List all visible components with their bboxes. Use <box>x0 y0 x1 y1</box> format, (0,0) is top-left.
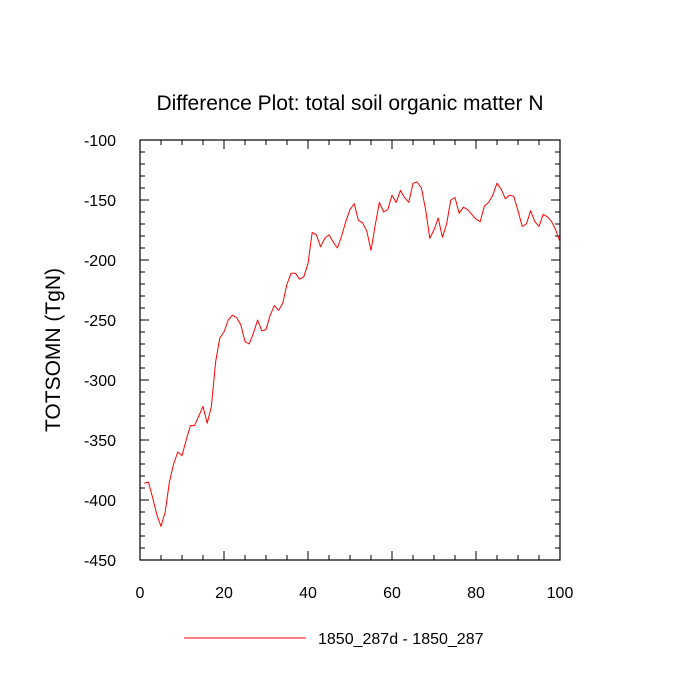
y-tick-label: -350 <box>84 433 116 450</box>
x-tick-label: 20 <box>215 585 233 602</box>
plot-area-frame <box>139 139 561 561</box>
y-axis-label: TOTSOMN (TgN) <box>42 268 65 432</box>
y-tick-label: -400 <box>84 493 116 510</box>
y-tick-label: -200 <box>84 253 116 270</box>
x-tick-label: 60 <box>383 585 401 602</box>
y-tick-label: -450 <box>84 553 116 570</box>
legend: 1850_287d - 1850_287 <box>184 631 484 648</box>
y-tick-label: -150 <box>84 193 116 210</box>
x-tick-label: 80 <box>467 585 485 602</box>
x-tick-label: 100 <box>547 585 574 602</box>
chart-title: Difference Plot: total soil organic matt… <box>156 92 543 115</box>
y-tick-label: -300 <box>84 373 116 390</box>
x-tick-label: 0 <box>136 585 145 602</box>
legend-label: 1850_287d - 1850_287 <box>318 631 484 648</box>
series-line-0 <box>144 181 561 527</box>
y-tick-label: -250 <box>84 313 116 330</box>
x-tick-label: 40 <box>299 585 317 602</box>
y-tick-label: -100 <box>84 133 116 150</box>
